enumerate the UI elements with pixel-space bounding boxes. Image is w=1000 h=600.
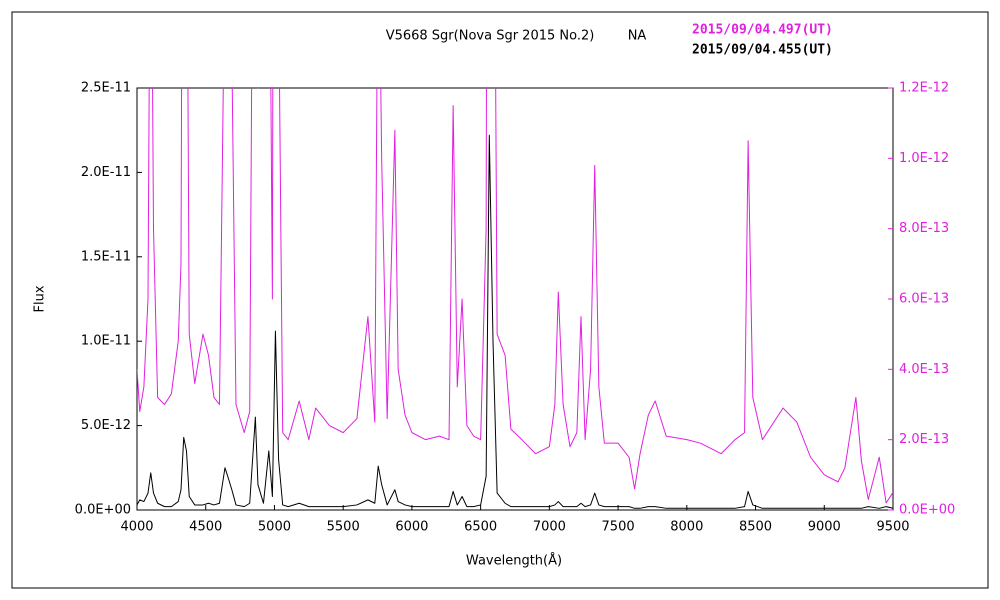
y2-tick-label: 1.2E-12 [899,81,949,96]
y2-tick-label: 6.0E-13 [899,292,949,307]
spectrum-line [137,134,893,509]
x-tick-label: 9500 [876,520,909,535]
y2-tick-label: 1.0E-12 [899,151,949,166]
y-tick-label: 2.0E-11 [81,165,131,180]
y-tick-label: 2.5E-11 [81,81,131,96]
y2-tick-label: 2.0E-13 [899,432,949,447]
x-tick-label: 5000 [258,520,291,535]
y-tick-label: 5.0E-12 [81,418,131,433]
legend-entry: 2015/09/04.455(UT) [692,43,833,58]
chart-title: V5668 Sgr(Nova Sgr 2015 No.2) [386,29,595,44]
legend-entry: 2015/09/04.497(UT) [692,23,833,38]
annotation: NA [628,29,647,44]
x-tick-label: 7500 [602,520,635,535]
spectrum-line [137,88,893,504]
x-tick-label: 7000 [533,520,566,535]
x-tick-label: 5500 [327,520,360,535]
y2-tick-label: 0.0E+00 [899,503,955,518]
x-axis-label: Wavelength(Å) [466,553,562,569]
y-tick-label: 0.0E+00 [75,503,131,518]
x-tick-label: 4500 [189,520,222,535]
y2-tick-label: 8.0E-13 [899,221,949,236]
y-tick-label: 1.0E-11 [81,334,131,349]
x-tick-label: 9000 [808,520,841,535]
y-tick-label: 1.5E-11 [81,249,131,264]
y-axis-label: Flux [33,285,48,312]
frame [11,11,989,589]
x-tick-label: 8000 [670,520,703,535]
x-tick-label: 8500 [739,520,772,535]
x-tick-label: 6500 [464,520,497,535]
x-tick-label: 6000 [395,520,428,535]
plot-lines [137,88,893,509]
y2-tick-label: 4.0E-13 [899,362,949,377]
x-tick-label: 4000 [120,520,153,535]
